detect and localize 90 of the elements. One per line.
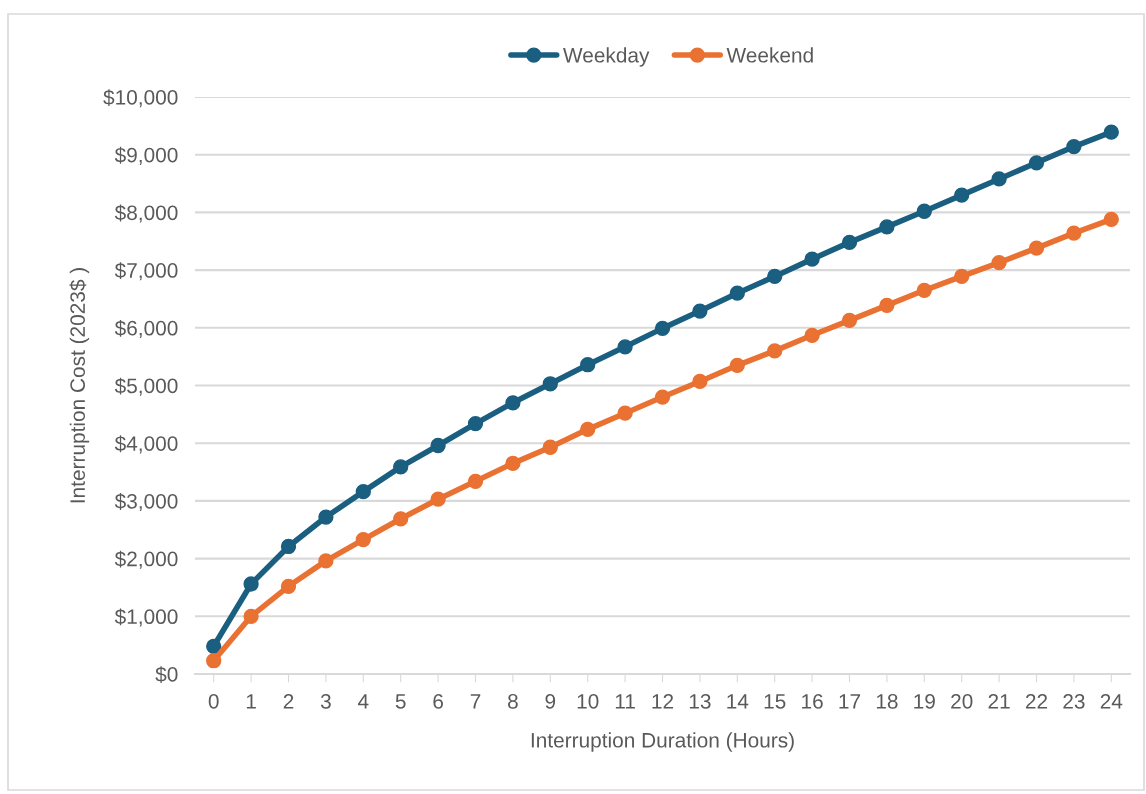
y-tick-label: $1,000 xyxy=(114,608,178,627)
x-tick-label: 14 xyxy=(727,694,749,709)
x-tick-label: 3 xyxy=(320,693,331,709)
point xyxy=(991,254,1007,271)
x-tick-label: 17 xyxy=(839,694,861,709)
point xyxy=(467,473,484,489)
point xyxy=(280,538,297,555)
legend-label: Weekday xyxy=(563,47,650,67)
x-tick-label: 5 xyxy=(395,694,406,709)
point xyxy=(355,484,371,500)
y-tick-label: $7,000 xyxy=(114,262,178,281)
y-tick-label: $5,000 xyxy=(114,377,178,396)
y-tick-label: $4,000 xyxy=(114,435,178,454)
point xyxy=(243,608,259,624)
y-tick-label: $3,000 xyxy=(114,493,178,512)
point xyxy=(841,312,858,328)
point xyxy=(580,357,596,373)
x-tick-label: 22 xyxy=(1025,693,1048,709)
x-tick-label: 16 xyxy=(802,693,823,709)
point xyxy=(991,171,1007,187)
x-tick-label: 4 xyxy=(357,694,369,709)
point xyxy=(954,268,970,285)
point xyxy=(580,421,596,437)
y-tick-label: $9,000 xyxy=(114,146,178,165)
point xyxy=(692,373,708,390)
x-tick-label: 1 xyxy=(246,694,256,709)
point xyxy=(804,327,820,343)
point xyxy=(767,343,783,359)
point xyxy=(1028,155,1045,171)
x-tick-label: 20 xyxy=(951,693,973,709)
x-tick-label: 12 xyxy=(652,693,674,709)
x-axis-title: Interruption Duration (Hours) xyxy=(531,732,794,752)
point xyxy=(393,511,409,527)
legend-label: Weekend xyxy=(726,47,813,63)
point xyxy=(617,339,633,355)
x-tick-label: 10 xyxy=(577,693,599,709)
point xyxy=(729,285,745,301)
point xyxy=(206,653,222,669)
point xyxy=(654,320,671,337)
y-tick-label: $0 xyxy=(155,666,178,683)
point xyxy=(542,376,558,392)
x-tick-label: 13 xyxy=(689,693,711,709)
point xyxy=(393,459,409,475)
x-tick-label: 15 xyxy=(764,694,786,709)
y-tick-label: $2,000 xyxy=(114,550,178,569)
point xyxy=(430,437,446,454)
point xyxy=(430,491,446,507)
x-tick-label: 8 xyxy=(508,693,518,709)
point xyxy=(1103,124,1119,140)
point xyxy=(617,405,633,421)
point xyxy=(243,576,259,592)
point xyxy=(916,282,932,298)
point xyxy=(280,578,297,594)
x-tick-label: 18 xyxy=(876,693,898,709)
x-tick-label: 7 xyxy=(470,694,481,709)
x-tick-label: 19 xyxy=(914,693,935,709)
x-tick-label: 9 xyxy=(545,693,556,709)
point xyxy=(1066,138,1082,155)
point xyxy=(1066,225,1082,241)
point xyxy=(467,415,484,432)
x-tick-label: 23 xyxy=(1063,693,1085,709)
point xyxy=(542,439,558,455)
point xyxy=(729,357,745,373)
point xyxy=(505,455,521,472)
point xyxy=(916,203,932,219)
point xyxy=(804,251,820,267)
point xyxy=(954,187,970,203)
point xyxy=(841,234,858,251)
point xyxy=(767,268,783,285)
x-tick-label: 6 xyxy=(433,693,443,709)
y-tick-label: $8,000 xyxy=(114,204,178,223)
point xyxy=(654,389,671,405)
x-tick-label: 24 xyxy=(1100,693,1123,709)
y-tick-label: $6,000 xyxy=(114,319,178,339)
point xyxy=(1028,240,1045,256)
y-tick-label: $10,000 xyxy=(103,89,178,108)
x-tick-label: 11 xyxy=(615,694,635,709)
x-tick-label: 21 xyxy=(988,693,1010,709)
point xyxy=(1103,211,1119,227)
point xyxy=(879,219,895,235)
point xyxy=(505,395,521,411)
point xyxy=(318,509,334,525)
point xyxy=(879,297,895,313)
x-tick-label: 2 xyxy=(283,693,294,709)
point xyxy=(318,553,334,569)
point xyxy=(692,303,708,319)
point xyxy=(355,531,371,548)
y-axis-title: Interruption Cost (2023$ ) xyxy=(69,268,90,503)
point xyxy=(206,638,222,654)
x-tick-label: 0 xyxy=(208,693,219,709)
